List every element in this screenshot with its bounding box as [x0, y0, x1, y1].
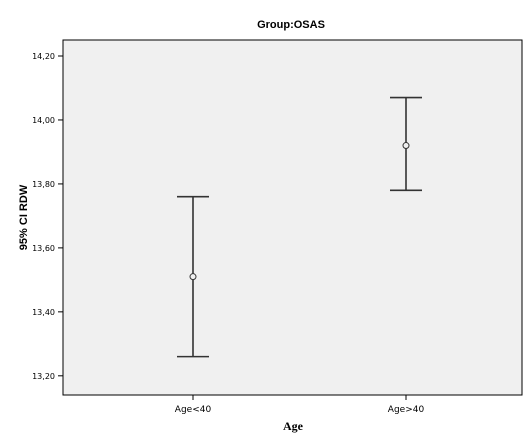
y-axis-label: 95% CI RDW — [18, 184, 30, 250]
x-axis-ticks: Age<40 Age>40 — [175, 395, 425, 415]
mean-marker — [402, 142, 410, 150]
x-tick-label: Age<40 — [175, 405, 212, 415]
chart-title: Group:OSAS — [257, 19, 325, 31]
y-tick-label: 13,60 — [32, 244, 55, 253]
y-tick-label: 13,40 — [32, 308, 55, 317]
plot-area — [62, 39, 523, 396]
y-tick-label: 14,20 — [32, 52, 55, 61]
y-tick-label: 13,80 — [32, 180, 55, 189]
y-tick-label: 14,00 — [32, 116, 55, 125]
error-bars — [177, 96, 422, 358]
x-tick-label: Age>40 — [388, 405, 425, 415]
y-tick-label: 13,20 — [32, 372, 55, 381]
mean-marker — [189, 273, 197, 281]
y-axis-ticks: 13,20 13,40 13,60 13,80 14,00 14,20 — [32, 52, 63, 381]
x-axis-label: Age — [283, 419, 304, 433]
